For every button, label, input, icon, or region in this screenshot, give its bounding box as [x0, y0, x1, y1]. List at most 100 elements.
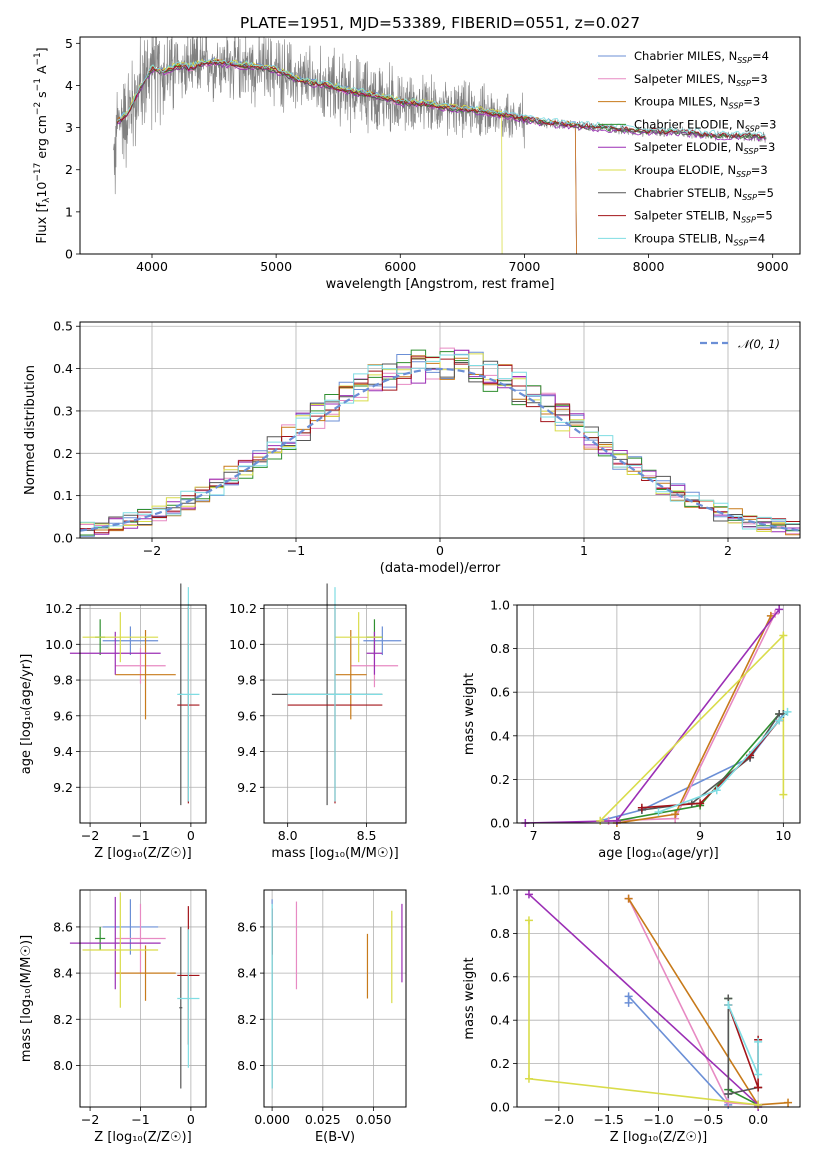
weight-point-marker: [624, 992, 633, 1001]
y-axis-label-part: s: [34, 91, 49, 102]
weight-series: [637, 710, 788, 814]
x-tick-label: 0: [436, 543, 444, 558]
weight-point-marker: [654, 808, 663, 817]
legend-entry-name: Salpeter MILES, N: [634, 72, 736, 86]
legend-entry-name: Kroupa ELODIE, N: [634, 163, 736, 177]
y-axis-label-part: −1: [33, 52, 43, 65]
legend-entry: Salpeter STELIB, NSSP=5: [634, 209, 773, 225]
legend-entry: Salpeter MILES, NSSP=3: [634, 72, 768, 88]
errorbar-marker: [102, 626, 159, 656]
y-tick-label: 0.2: [53, 446, 73, 461]
model-spectrum-line: [117, 59, 766, 137]
age_vs_mass-errorbars: [271, 583, 402, 806]
legend-entry-name: Chabrier STELIB, N: [634, 186, 742, 200]
x-tick-label: 8.0: [278, 828, 298, 843]
weight-point-marker: [724, 1001, 733, 1010]
weight-point-marker: [524, 1074, 533, 1083]
x-axis-label: Z [log₁₀(Z/Z☉)]: [610, 1130, 707, 1145]
x-tick-label: −1: [131, 828, 149, 843]
normal-reference-curve: [79, 367, 801, 532]
y-tick-label: 8.0: [237, 1058, 257, 1073]
legend-entry-suffix: =4: [752, 49, 769, 63]
figure-title: PLATE=1951, MJD=53389, FIBERID=0551, z=0…: [240, 14, 640, 32]
legend-entry-suffix: =3: [758, 140, 775, 154]
legend-entry-suffix: =3: [743, 95, 760, 109]
legend-entry: 𝒩(0, 1): [738, 337, 780, 351]
weight_vs_Z-frame: [516, 889, 801, 1108]
y-tick-label: 0.5: [53, 319, 73, 334]
y-tick-label: 4: [65, 78, 73, 93]
x-tick-label: 1: [580, 543, 588, 558]
x-tick-label: 0.0: [748, 1112, 768, 1127]
y-tick-label: 8.6: [237, 919, 257, 934]
spectrum-frame: [79, 36, 801, 255]
y-axis-label-part: λ: [42, 197, 52, 203]
y-tick-label: 0.2: [490, 1056, 510, 1071]
x-tick-label: −1.0: [643, 1112, 673, 1127]
x-tick-label: −2: [81, 828, 99, 843]
weight-point-marker: [754, 1037, 763, 1046]
weight-point-marker: [779, 631, 788, 640]
weight-series-line: [627, 994, 730, 1107]
errorbar-marker: [95, 926, 106, 951]
y-axis-label-part: −17: [33, 163, 43, 182]
weight_vs_Z-series: [524, 890, 793, 1111]
legend-entry: Chabrier STELIB, NSSP=5: [634, 186, 774, 202]
y-tick-label: 0.6: [490, 685, 510, 700]
age_vs_mass-axes: 8.0 8.5 9.2 9.4 9.6 9.8 10.0 10.2 mass [log₁₀(M/…: [229, 601, 406, 861]
residual-histograms: [79, 347, 801, 537]
weight-point-marker: [696, 799, 705, 808]
x-tick-label: 0: [187, 828, 195, 843]
observed-spectrum-line: [113, 37, 767, 195]
weight-point-marker: [637, 803, 646, 812]
weight-point-marker: [784, 1098, 793, 1107]
age_vs_Z-errorbars: [69, 583, 200, 806]
errorbar-marker: [335, 630, 367, 720]
y-tick-label: 5: [65, 36, 73, 51]
legend-entry-name: Chabrier MILES, N: [634, 49, 737, 63]
y-tick-label: 0.4: [53, 361, 73, 376]
x-axis-label: Z [log₁₀(Z/Z☉)]: [94, 846, 191, 861]
errorbar-marker: [102, 899, 159, 955]
x-tick-label: 0.000: [254, 1112, 290, 1127]
legend-entry-sub: SSP: [745, 124, 760, 133]
y-tick-label: 0.0: [490, 1100, 510, 1115]
weight-series: [596, 631, 788, 825]
y-tick-label: 0.8: [490, 926, 510, 941]
y-tick-label: 0.2: [490, 772, 510, 787]
y-tick-label: 8.2: [237, 1012, 257, 1027]
age_vs_mass-frame: [263, 604, 407, 824]
weight-point-marker: [624, 894, 633, 903]
y-tick-label: 8.6: [53, 919, 73, 934]
spectrum-plot: [113, 37, 767, 254]
y-tick-label: 8.4: [237, 966, 257, 981]
y-axis-label: mass weight: [462, 957, 477, 1039]
y-axis-label: Flux [fλ10−17 erg cm−2 s−1 A−1]: [33, 47, 52, 243]
y-tick-label: 9.2: [53, 780, 73, 795]
legend-entry-sub: SSP: [736, 170, 751, 179]
errorbar-marker: [335, 612, 383, 663]
x-tick-label: −1: [131, 1112, 149, 1127]
legend-entry-name: Chabrier ELODIE, N: [634, 117, 745, 131]
legend-entry-suffix: =5: [757, 186, 774, 200]
y-tick-label: 9.8: [53, 673, 73, 688]
x-axis-label: wavelength [Angstrom, rest frame]: [326, 277, 555, 292]
legend-entry-name: Salpeter STELIB, N: [634, 209, 741, 223]
x-tick-label: −2.0: [544, 1112, 574, 1127]
y-tick-label: 8.2: [53, 1012, 73, 1027]
weight-series-line: [641, 713, 784, 811]
y-tick-label: 10.0: [45, 637, 73, 652]
legend-entry: Kroupa ELODIE, NSSP=3: [634, 163, 768, 179]
y-tick-label: 10.2: [229, 601, 257, 616]
mass_vs_Z-frame: [79, 889, 207, 1108]
x-tick-label: 8000: [633, 259, 665, 274]
errorbar-marker: [82, 612, 159, 663]
x-tick-label: 0.050: [356, 1112, 392, 1127]
y-axis-label-part: Flux [f: [35, 202, 50, 243]
x-tick-label: 9: [696, 828, 704, 843]
x-tick-label: −1: [287, 543, 305, 558]
legend-entry-name: Salpeter ELODIE, N: [634, 140, 744, 154]
spectrum-axes: 4000 5000 6000 7000 8000 9000 0 1 2 3 4 5 wavelength…: [65, 36, 789, 292]
y-axis-label-part: −1: [33, 78, 43, 91]
